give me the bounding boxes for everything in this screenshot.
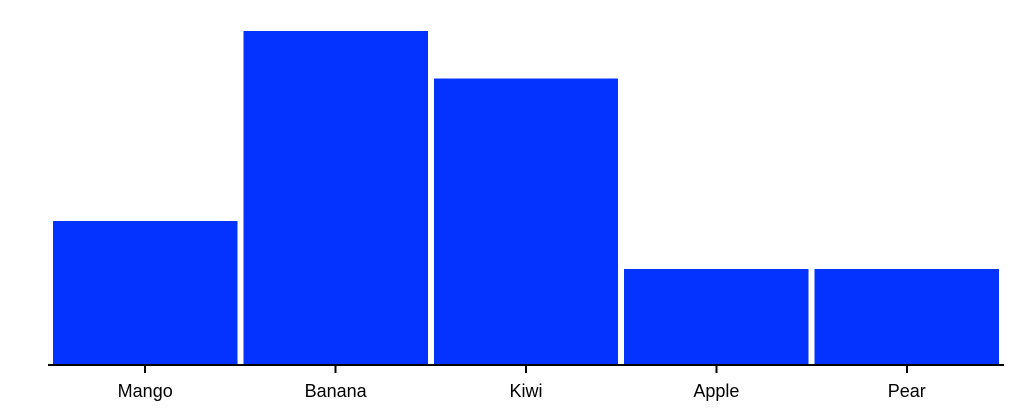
bar-kiwi	[433, 78, 619, 365]
bar-mango	[53, 221, 238, 364]
bar-apple	[624, 268, 809, 364]
bar-group	[53, 30, 999, 365]
x-tick-label-banana: Banana	[305, 381, 368, 401]
x-tick-label-apple: Apple	[693, 381, 739, 401]
x-axis-ticks: Mango Banana Kiwi Apple Pear	[118, 364, 926, 401]
x-tick-label-kiwi: Kiwi	[509, 381, 542, 401]
x-tick-label-mango: Mango	[118, 381, 173, 401]
x-tick-label-pear: Pear	[888, 381, 926, 401]
bar-banana	[243, 30, 428, 365]
bar-pear	[814, 268, 999, 364]
